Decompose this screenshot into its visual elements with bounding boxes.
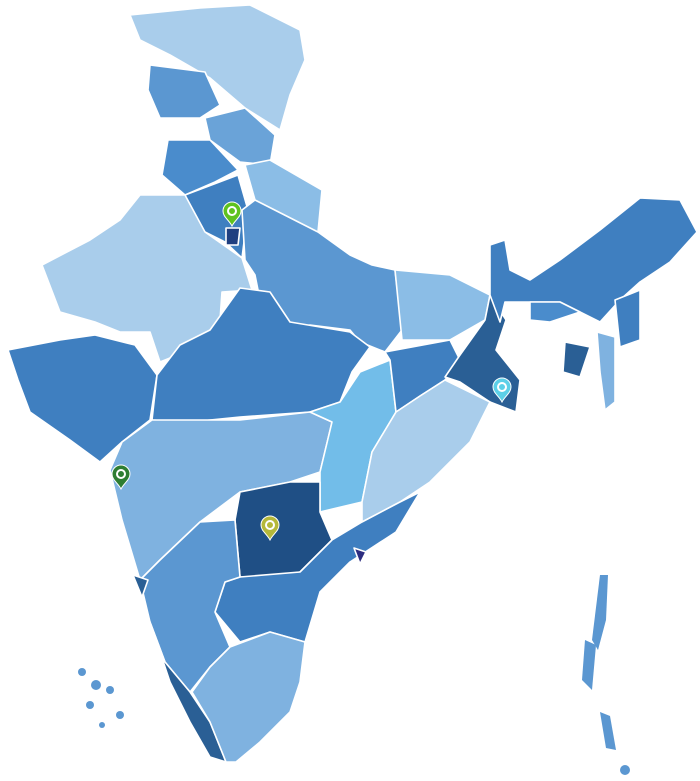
region[interactable] (361, 379, 491, 523)
region[interactable] (353, 547, 367, 565)
regions (7, 4, 698, 775)
map-pin-icon[interactable] (111, 464, 131, 491)
island (78, 668, 86, 676)
region[interactable] (225, 227, 241, 246)
island (99, 722, 105, 728)
region[interactable] (596, 331, 616, 411)
region[interactable] (529, 301, 581, 323)
region[interactable] (161, 139, 239, 196)
pin-hole (116, 469, 126, 479)
island (91, 680, 101, 690)
region[interactable] (489, 197, 698, 323)
pin-hole (227, 206, 237, 216)
region[interactable] (191, 631, 306, 763)
region[interactable] (214, 491, 421, 643)
island (116, 711, 124, 719)
island-group-west (78, 668, 124, 728)
island (620, 765, 630, 775)
region[interactable] (147, 64, 221, 119)
map-pin-icon[interactable] (260, 515, 280, 542)
island (592, 575, 608, 650)
island (600, 712, 616, 750)
region[interactable] (562, 341, 591, 378)
island (86, 701, 94, 709)
region[interactable] (394, 269, 491, 341)
region[interactable] (614, 289, 641, 348)
island (582, 640, 596, 690)
island (106, 686, 114, 694)
island-group-east (582, 575, 630, 775)
map-pin-icon[interactable] (492, 377, 512, 404)
region[interactable] (132, 574, 149, 598)
region[interactable] (129, 4, 306, 131)
map-pin-icon[interactable] (222, 201, 242, 228)
region[interactable] (41, 194, 253, 363)
markers (111, 201, 512, 542)
pin-hole (497, 382, 507, 392)
pin-hole (265, 520, 275, 530)
